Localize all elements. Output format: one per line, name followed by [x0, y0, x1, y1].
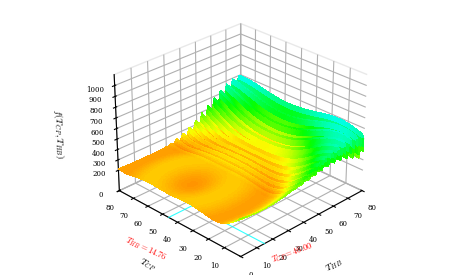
Y-axis label: $T_{CP}$: $T_{CP}$: [137, 256, 158, 274]
X-axis label: $T_{HB}$: $T_{HB}$: [323, 255, 345, 274]
Text: $T_{HB} = 14.76$: $T_{HB} = 14.76$: [123, 234, 168, 263]
Text: $T_{CP} = 46.00$: $T_{CP} = 46.00$: [270, 241, 314, 266]
